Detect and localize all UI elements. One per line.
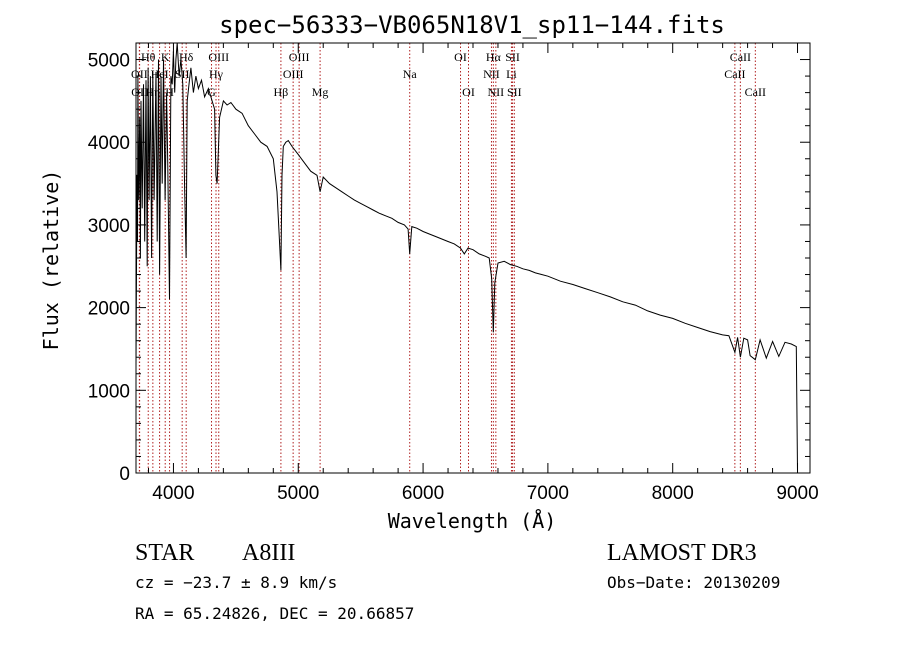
x-axis-ticks: 4000 5000 6000 7000 8000 9000	[147, 43, 819, 504]
spectral-line-label: OIII	[208, 50, 229, 64]
flux-spectrum-line	[135, 42, 798, 472]
spectral-line-label: Hβ	[274, 85, 289, 99]
x-tick-label: 6000	[402, 483, 444, 504]
spectral-line-label: Hδ	[179, 50, 194, 64]
spectral-line-label: K	[161, 50, 170, 64]
spectral-line-label: Mg	[312, 85, 329, 99]
spectral-line-label: Hθ	[141, 50, 156, 64]
y-tick-label: 3000	[88, 216, 130, 237]
spectral-line-label: SII	[507, 85, 522, 99]
spectral-line-label: OIII	[289, 50, 310, 64]
spectral-line-label: Na	[403, 67, 418, 81]
ra-dec: RA = 65.24826, DEC = 20.66857	[135, 604, 414, 623]
survey-name: LAMOST DR3	[607, 540, 757, 566]
spectral-line-label: OI	[462, 85, 475, 99]
spectral-subclass: A8III	[242, 540, 295, 566]
object-type: STAR	[135, 540, 194, 566]
spectral-line-label: Hα	[486, 50, 502, 64]
y-axis-label: Flux (relative)	[39, 170, 63, 351]
redshift-cz: cz = −23.7 ± 8.9 km/s	[135, 573, 337, 592]
x-tick-label: 9000	[776, 483, 818, 504]
y-tick-label: 2000	[88, 299, 130, 320]
y-axis-ticks: 0 1000 2000 3000 4000 5000	[88, 51, 810, 485]
x-tick-label: 7000	[527, 483, 569, 504]
spectral-line-label: Hγ	[209, 67, 224, 81]
x-tick-label: 4000	[152, 483, 194, 504]
spectral-line-markers	[138, 43, 756, 473]
spectral-line-label: G	[207, 85, 216, 99]
x-axis-label: Wavelength (Å)	[388, 509, 557, 533]
spectral-line-label: CaII	[724, 67, 745, 81]
spectral-line-label: CaII	[745, 85, 766, 99]
y-tick-label: 1000	[88, 381, 130, 402]
spectral-line-label: Li	[506, 67, 517, 81]
spectral-line-label: OI	[454, 50, 467, 64]
spectral-line-label: H	[165, 85, 174, 99]
spectral-line-label: OIII	[283, 67, 304, 81]
spectral-line-label: CaII	[730, 50, 751, 64]
spectral-line-label: NII	[488, 85, 505, 99]
y-tick-label: 0	[119, 464, 130, 485]
obs-date: Obs−Date: 20130209	[607, 573, 780, 592]
info-panel: STAR A8III LAMOST DR3 cz = −23.7 ± 8.9 k…	[135, 540, 780, 623]
plot-frame	[135, 42, 811, 474]
y-tick-label: 5000	[88, 51, 130, 72]
spectral-line-label: OII	[131, 67, 148, 81]
spectral-line-label: NII	[483, 67, 500, 81]
x-tick-label: 5000	[277, 483, 319, 504]
y-tick-label: 4000	[88, 133, 130, 154]
x-tick-label: 8000	[652, 483, 694, 504]
spectral-line-label: SII	[505, 50, 520, 64]
chart-title: spec−56333−VB065N18V1_sp11−144.fits	[219, 11, 725, 39]
